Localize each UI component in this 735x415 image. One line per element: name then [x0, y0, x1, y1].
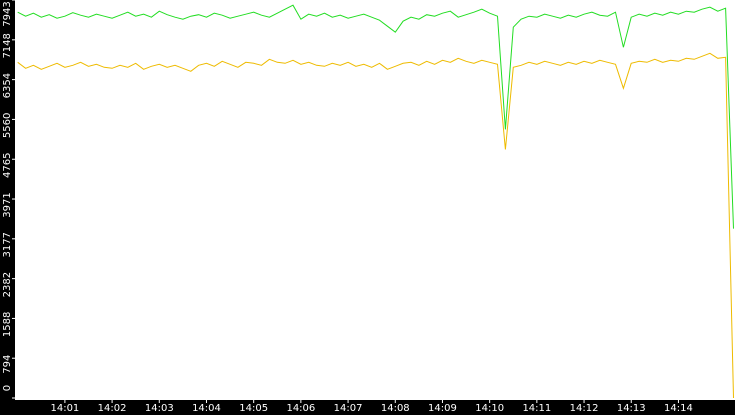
x-tick-label: 14:04	[192, 403, 221, 414]
y-tick-label: 3971	[2, 192, 13, 217]
x-tick-label: 14:06	[286, 403, 315, 414]
x-tick-label: 14:03	[145, 403, 174, 414]
y-tick-label: 3177	[2, 232, 13, 257]
x-tick-label: 14:11	[522, 403, 551, 414]
x-tick-label: 14:02	[98, 403, 127, 414]
x-tick-label: 14:10	[475, 403, 504, 414]
x-tick-label: 14:13	[617, 403, 646, 414]
y-tick-label: 7943	[2, 1, 13, 26]
x-tick-label: 14:12	[570, 403, 599, 414]
series-line	[17, 52, 734, 399]
y-tick-label: 1588	[2, 312, 13, 337]
y-tick-label: 4765	[2, 153, 13, 178]
y-axis-band	[0, 0, 15, 415]
y-tick-label: 794	[2, 355, 13, 374]
series-line	[17, 4, 734, 229]
x-tick-label: 14:09	[428, 403, 457, 414]
y-tick-label: 7148	[2, 33, 13, 58]
x-tick-label: 14:08	[381, 403, 410, 414]
x-tick-label: 14:05	[239, 403, 268, 414]
y-tick-label: 0	[2, 385, 13, 391]
x-axis-band	[0, 400, 735, 415]
x-tick-label: 14:14	[664, 403, 693, 414]
x-tick-label: 14:07	[334, 403, 363, 414]
y-tick-label: 2382	[2, 272, 13, 297]
y-tick-label: 6354	[2, 73, 13, 98]
x-tick-label: 14:01	[50, 403, 79, 414]
y-tick-label: 5560	[2, 113, 13, 138]
